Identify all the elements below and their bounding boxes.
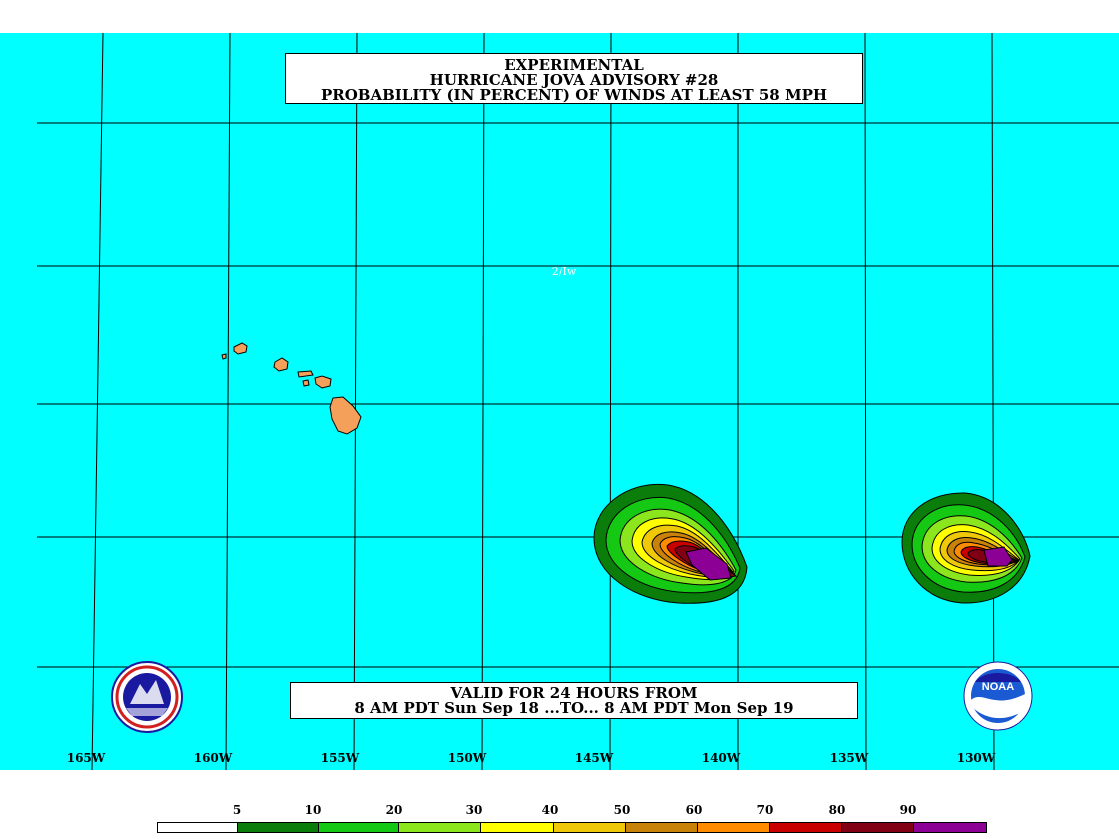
lon-label-160w: 160W bbox=[193, 751, 233, 765]
lon-label-155w: 155W bbox=[320, 751, 360, 765]
legend-swatch-70-80 bbox=[770, 823, 842, 832]
legend-label-5: 5 bbox=[232, 803, 242, 817]
legend-swatch-10-20 bbox=[319, 823, 399, 832]
island-maui bbox=[314, 375, 332, 389]
hawaiian-islands bbox=[221, 342, 362, 435]
island-oahu bbox=[273, 357, 289, 372]
lon-label-140w: 140W bbox=[701, 751, 741, 765]
valid-line-1: VALID FOR 24 HOURS FROM bbox=[450, 684, 698, 702]
legend-swatch-20-30 bbox=[399, 823, 481, 832]
legend-swatch-60-70 bbox=[698, 823, 770, 832]
island-niihau bbox=[221, 353, 227, 360]
legend-swatch-90-100 bbox=[914, 823, 986, 832]
legend-label-60: 60 bbox=[685, 803, 703, 817]
nws-logo bbox=[111, 661, 183, 733]
title-box: EXPERIMENTAL HURRICANE JOVA ADVISORY #28… bbox=[285, 53, 863, 104]
noaa-logo: NOAA bbox=[963, 661, 1033, 731]
legend-label-30: 30 bbox=[465, 803, 483, 817]
island-kauai bbox=[233, 342, 248, 355]
legend-swatch-80-90 bbox=[842, 823, 914, 832]
noaa-logo-text: NOAA bbox=[982, 681, 1014, 693]
legend-label-90: 90 bbox=[899, 803, 917, 817]
legend-swatch-50-60 bbox=[626, 823, 698, 832]
grid-tag: 2/Iw bbox=[551, 265, 577, 278]
lon-label-130w: 130W bbox=[956, 751, 996, 765]
legend-swatch-0-5 bbox=[158, 823, 238, 832]
title-line-3: PROBABILITY (IN PERCENT) OF WINDS AT LEA… bbox=[320, 86, 828, 104]
legend-label-70: 70 bbox=[756, 803, 774, 817]
island-molokai bbox=[297, 370, 314, 378]
ocean bbox=[0, 33, 1119, 770]
legend-swatch-5-10 bbox=[238, 823, 319, 832]
lon-label-135w: 135W bbox=[829, 751, 869, 765]
legend-label-50: 50 bbox=[613, 803, 631, 817]
island-hawaii bbox=[329, 396, 362, 435]
legend-color-bar bbox=[157, 822, 987, 833]
title-line-1: EXPERIMENTAL bbox=[504, 56, 644, 74]
valid-time-box: VALID FOR 24 HOURS FROM 8 AM PDT Sun Sep… bbox=[290, 682, 858, 719]
lon-label-150w: 150W bbox=[447, 751, 487, 765]
graticule bbox=[37, 32, 1119, 771]
legend-label-10: 10 bbox=[304, 803, 322, 817]
island-lanai bbox=[302, 379, 310, 387]
valid-line-2: 8 AM PDT Sun Sep 18 ...TO... 8 AM PDT Mo… bbox=[354, 699, 794, 717]
storm-contours-west bbox=[593, 483, 748, 604]
legend-label-40: 40 bbox=[541, 803, 559, 817]
storm-contours-east bbox=[901, 492, 1031, 604]
lon-label-145w: 145W bbox=[574, 751, 614, 765]
legend-swatch-30-40 bbox=[481, 823, 554, 832]
lon-label-165w: 165W bbox=[66, 751, 106, 765]
title-line-2: HURRICANE JOVA ADVISORY #28 bbox=[429, 71, 719, 89]
legend-label-20: 20 bbox=[385, 803, 403, 817]
legend-label-80: 80 bbox=[828, 803, 846, 817]
legend-swatch-40-50 bbox=[554, 823, 626, 832]
